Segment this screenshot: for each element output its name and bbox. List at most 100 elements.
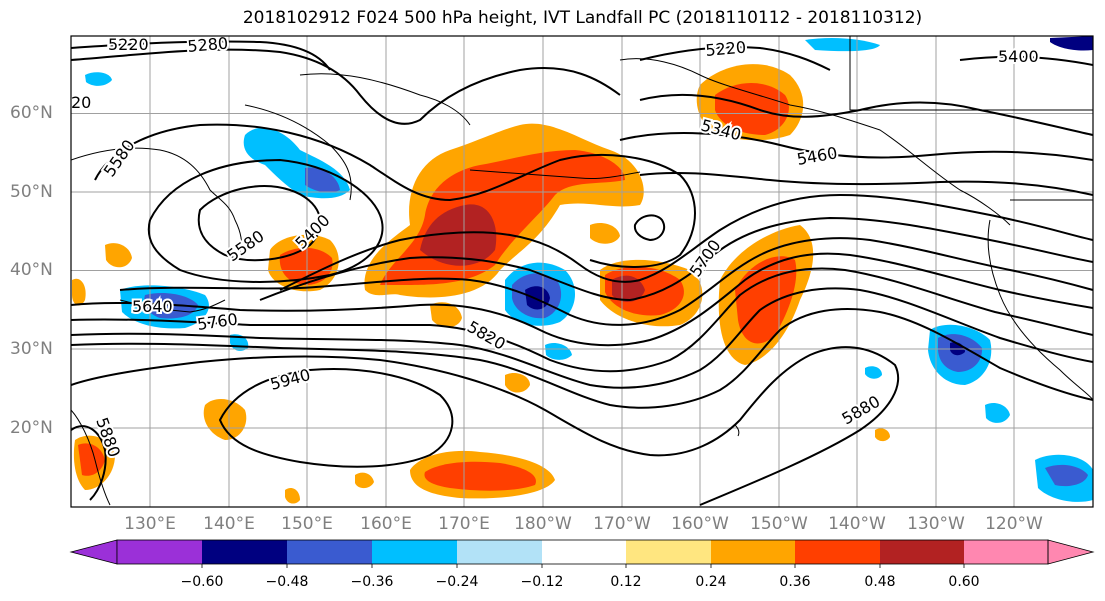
- coast-alaska: [619, 58, 1011, 226]
- contour-5520: [639, 171, 1093, 196]
- lon-label: 170°W: [593, 514, 651, 534]
- ivt-neg-small-7: [865, 366, 882, 379]
- contour-label: 5460: [795, 143, 838, 169]
- ivt-neg-small-2: [545, 343, 572, 360]
- contour-label: 5580: [100, 136, 139, 180]
- contour-5880-sw: [71, 425, 107, 501]
- height-contours: [71, 40, 1093, 506]
- contour-label: 5700: [686, 236, 725, 280]
- lon-label: 150°E: [281, 514, 333, 534]
- ivt-neg-small-5: [805, 37, 880, 52]
- contour-5700: [71, 267, 1093, 373]
- coast-china: [71, 409, 111, 506]
- lon-label: 120°W: [985, 514, 1043, 534]
- contour-5220-alaska: [639, 46, 831, 71]
- map-frame: [70, 35, 1094, 508]
- colorbar-bin: [542, 540, 626, 564]
- contour-label: 5940: [268, 365, 312, 394]
- ivt-blob-japan-east-inner: [279, 247, 333, 285]
- colorbar-bin: [202, 540, 287, 564]
- colorbar-tick-label: 0.12: [610, 574, 642, 590]
- lon-label: 160°W: [671, 514, 729, 534]
- ivt-neg-dateline-core: [525, 286, 550, 310]
- colorbar-bin: [372, 540, 457, 564]
- ivt-blob-subtrop-2: [203, 398, 247, 440]
- coast-aleutians: [469, 169, 641, 179]
- colorbar-tick-label: −0.12: [520, 574, 564, 590]
- contour-5460: [619, 132, 1093, 161]
- contour-5760: [71, 287, 1093, 389]
- contour-5280: [71, 48, 621, 125]
- ivt-positive-shading: [72, 64, 890, 504]
- ivt-blob-central-core: [420, 204, 497, 266]
- contour-label: 20: [71, 93, 91, 112]
- ivt-blob-subtrop-1-inner: [424, 461, 536, 491]
- ivt-blob-small-4: [590, 223, 620, 244]
- ivt-blob-small-6: [355, 472, 374, 489]
- lat-label: 60°N: [10, 103, 53, 123]
- contour-label: 5640: [132, 297, 173, 316]
- colorbar-tick-label: −0.48: [265, 574, 309, 590]
- ivt-blob-alaska-inner: [715, 82, 789, 135]
- colorbar-tick-label: 0.48: [864, 574, 896, 590]
- coast-asia: [71, 147, 242, 256]
- ivt-blob-small-1: [505, 373, 530, 393]
- lon-label: 160°E: [360, 514, 412, 534]
- contour-5820: [71, 308, 1093, 409]
- ivt-neg-se-inner: [1045, 464, 1088, 487]
- colorbar-extend-high: [1047, 539, 1095, 565]
- colorbar: [69, 539, 1095, 568]
- ivt-neg-small-3: [85, 72, 112, 86]
- ivt-blob-small-7: [875, 428, 890, 442]
- ivt-neg-small-6: [1050, 36, 1093, 51]
- ivt-neg-small-1: [985, 403, 1010, 423]
- colorbar-tick-label: −0.24: [435, 574, 479, 590]
- ivt-blob-small-8: [72, 278, 86, 306]
- lon-label: 180°W: [514, 514, 572, 534]
- contour-5400-mid: [279, 193, 1093, 291]
- lon-label: 140°E: [203, 514, 255, 534]
- contour-label: 5220: [705, 38, 747, 60]
- ivt-neg-kamchatka-inner: [305, 167, 340, 193]
- colorbar-extend-low: [69, 539, 118, 565]
- colorbar-tick-label: 0.24: [695, 574, 727, 590]
- contour-5880: [71, 346, 900, 506]
- lat-label: 50°N: [10, 182, 53, 202]
- coast-na-west: [987, 219, 1093, 401]
- colorbar-tick-label: −0.60: [180, 574, 224, 590]
- colorbar-outline: [116, 539, 1049, 565]
- contour-label: 5400: [998, 47, 1039, 66]
- colorbar-bin: [795, 540, 880, 564]
- contour-5580-west: [94, 123, 696, 268]
- border-canada: [849, 36, 1093, 111]
- contour-label: 5280: [187, 34, 229, 56]
- lat-label: 30°N: [10, 339, 53, 359]
- contour-5340-alaska: [639, 93, 1093, 136]
- coast-siberia: [299, 73, 471, 126]
- ivt-blob-sw-corner-inner: [78, 443, 105, 476]
- contour-low-inner-1: [197, 185, 322, 262]
- colorbar-bin: [880, 540, 964, 564]
- contour-label: 5880: [839, 392, 884, 429]
- colorbar-bin: [287, 540, 372, 564]
- ivt-blob-small-2: [105, 243, 132, 268]
- colorbar-tick-label: 0.36: [779, 574, 811, 590]
- graticule: [71, 36, 1093, 507]
- map-title: 2018102912 F024 500 hPa height, IVT Land…: [242, 8, 923, 28]
- colorbar-tick-label: 0.60: [948, 574, 980, 590]
- lon-label: 130°E: [124, 514, 176, 534]
- contour-5640: [71, 252, 1093, 347]
- lon-label: 140°W: [828, 514, 886, 534]
- contour-label: 5820: [464, 317, 509, 354]
- contour-5640-inner-ring: [633, 214, 666, 242]
- colorbar-bin: [457, 540, 542, 564]
- ivt-blob-small-3: [430, 302, 462, 328]
- contour-5940: [218, 368, 454, 468]
- contour-label: 5220: [108, 35, 149, 54]
- colorbar-bin: [117, 540, 202, 564]
- coast-hawaii: [734, 424, 740, 437]
- contour-5580-mid: [119, 237, 1093, 326]
- lon-label: 170°E: [438, 514, 490, 534]
- contour-5400-north: [959, 55, 1093, 66]
